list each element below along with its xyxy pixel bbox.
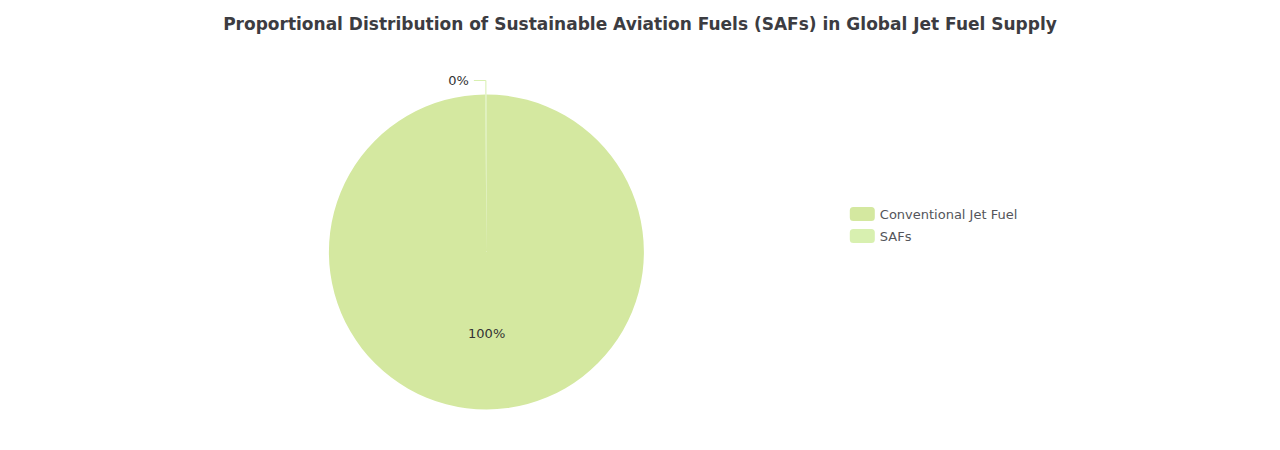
svg-text:SAFs: SAFs: [880, 229, 912, 244]
svg-text:Conventional Jet Fuel: Conventional Jet Fuel: [880, 207, 1018, 222]
svg-text:0%: 0%: [448, 73, 469, 88]
svg-text:Proportional Distribution of S: Proportional Distribution of Sustainable…: [223, 14, 1057, 34]
svg-text:100%: 100%: [468, 326, 505, 341]
